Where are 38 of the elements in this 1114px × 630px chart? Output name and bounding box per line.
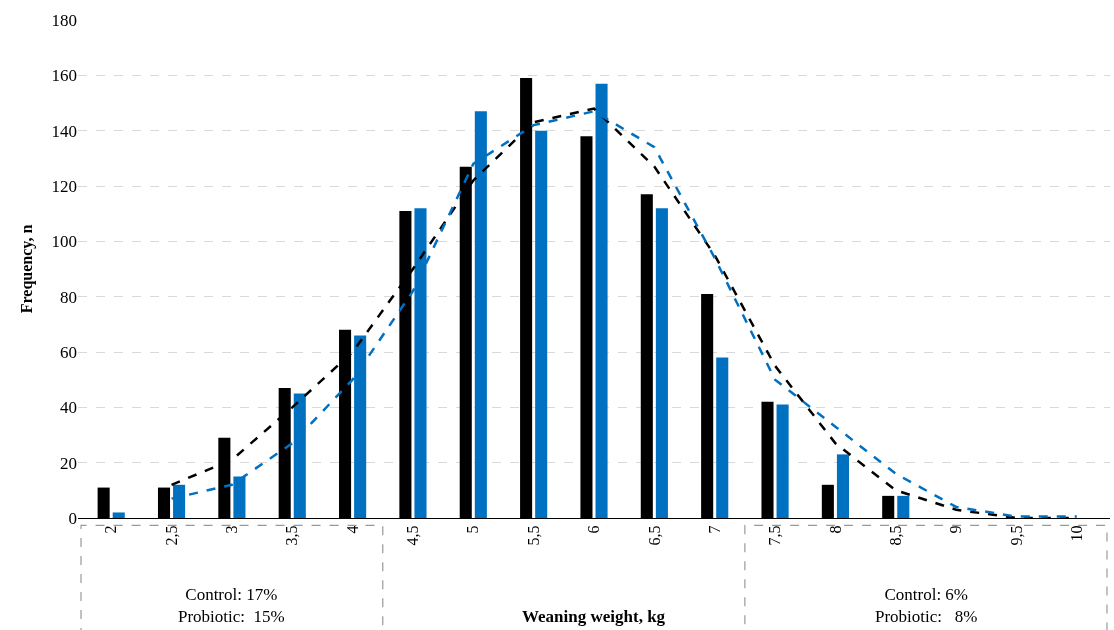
x-tick-label: 5 — [464, 525, 482, 534]
x-tick-label: 4,5 — [404, 525, 422, 546]
y-tick-label: 60 — [60, 342, 77, 362]
y-tick-label: 120 — [51, 176, 77, 196]
bar — [716, 357, 729, 518]
bar — [897, 495, 910, 518]
y-tick-label: 140 — [51, 121, 77, 141]
x-tick-label: 7 — [705, 525, 723, 534]
x-tick-label: 8 — [826, 525, 844, 534]
x-tick-label: 10 — [1068, 525, 1086, 542]
x-tick-label: 6 — [585, 525, 603, 534]
y-tick-label: 0 — [68, 508, 77, 528]
x-tick-label: 6,5 — [645, 525, 663, 546]
text: Control: 6% Probiotic: 8% — [875, 585, 978, 627]
y-tick-label: 180 — [51, 10, 77, 30]
bar — [535, 130, 548, 518]
x-tick-label: 7,5 — [766, 525, 784, 546]
y-tick-label: 80 — [60, 287, 77, 307]
y-axis-title: Frequency, n — [18, 224, 37, 314]
x-tick-label: 2 — [102, 525, 120, 534]
y-tick-label: 160 — [51, 66, 77, 86]
y-tick-label: 40 — [60, 398, 77, 418]
bar — [655, 208, 668, 518]
y-tick-label: 20 — [60, 453, 77, 473]
x-tick-label: 2,5 — [162, 525, 180, 546]
x-tick-label: 8,5 — [886, 525, 904, 546]
bar — [836, 454, 849, 518]
bar — [776, 404, 789, 518]
x-tick-label: 3,5 — [283, 525, 301, 546]
text: Control: 17% Probiotic: 15% — [178, 585, 285, 627]
bar — [112, 512, 125, 518]
x-tick-label: 3 — [223, 525, 241, 534]
y-tick-label: 100 — [51, 232, 77, 252]
x-tick-label: 4 — [343, 525, 361, 534]
x-tick-label: 9,5 — [1007, 525, 1025, 546]
x-tick-label: 5,5 — [524, 525, 542, 546]
x-tick-label: 9 — [947, 525, 965, 534]
x-axis-title: Weaning weight, kg — [522, 607, 666, 626]
